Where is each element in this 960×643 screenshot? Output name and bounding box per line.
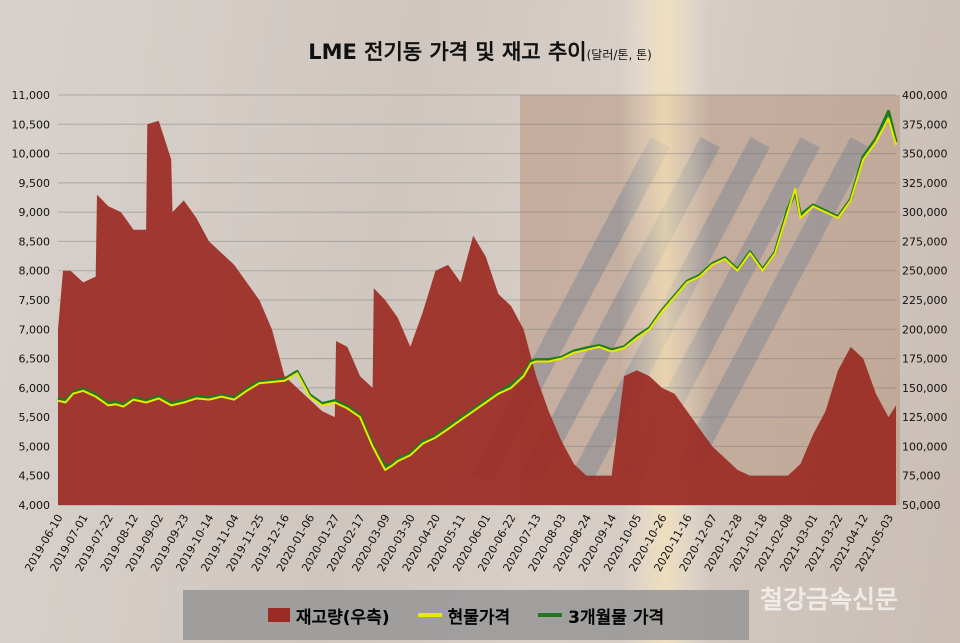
right-tick-label: 275,000 (902, 235, 948, 248)
right-tick-label: 150,000 (902, 382, 948, 395)
right-tick-label: 125,000 (902, 411, 948, 424)
right-tick-label: 75,000 (902, 470, 941, 483)
left-tick-label: 5,000 (19, 440, 51, 453)
left-tick-label: 7,500 (19, 294, 51, 307)
right-axis-ticks: 50,000 75,000 100,000 125,000 150,000 175,000… (902, 89, 948, 512)
legend-item-inventory: 재고량(우측) (267, 603, 390, 628)
left-tick-label: 6,000 (19, 382, 51, 395)
right-tick-label: 350,000 (902, 148, 948, 161)
left-tick-label: 7,000 (19, 323, 51, 336)
x-axis-ticks: 2019-06-102019-07-012019-07-222019-08-12… (22, 512, 896, 574)
right-tick-label: 50,000 (902, 499, 941, 512)
legend-swatch-spot (417, 613, 442, 617)
legend-swatch-3m (538, 613, 563, 617)
watermark: 철강금속신문 (760, 585, 899, 614)
price-lines (57, 109, 898, 471)
right-tick-label: 250,000 (902, 265, 948, 278)
inventory-area-path (58, 120, 896, 506)
right-tick-label: 225,000 (902, 294, 948, 307)
title-unit: (달러/톤, 톤) (586, 48, 652, 62)
left-axis-ticks: 4,000 4,500 5,000 5,500 6,000 6,500 7,000 7,500… (12, 89, 51, 512)
legend-item-3m: 3개월물 가격 (538, 603, 664, 628)
left-tick-label: 8,000 (19, 265, 51, 278)
right-tick-label: 100,000 (902, 440, 948, 453)
chart-title: LME 전기동 가격 및 재고 추이(달러/톤, 톤) (0, 36, 960, 66)
right-tick-label: 325,000 (902, 177, 948, 190)
spot-price-line (57, 117, 897, 471)
left-tick-label: 10,000 (12, 148, 51, 161)
legend-label-inventory: 재고량(우측) (295, 607, 390, 628)
title-text: LME 전기동 가격 및 재고 추이 (308, 40, 587, 64)
left-tick-label: 4,000 (19, 499, 51, 512)
left-tick-label: 9,500 (19, 177, 51, 190)
legend-label-spot: 현물가격 (447, 607, 511, 628)
right-tick-label: 375,000 (902, 118, 948, 131)
right-tick-label: 175,000 (902, 353, 948, 366)
right-tick-label: 400,000 (902, 89, 948, 102)
left-tick-label: 8,500 (19, 235, 51, 248)
legend-item-spot: 현물가격 (417, 603, 511, 628)
left-tick-label: 11,000 (12, 89, 51, 102)
left-tick-label: 9,000 (19, 206, 51, 219)
left-tick-label: 4,500 (19, 470, 51, 483)
inventory-area (58, 120, 896, 506)
right-tick-label: 200,000 (902, 323, 948, 336)
left-tick-label: 5,500 (19, 411, 51, 424)
legend-label-3m: 3개월물 가격 (568, 607, 665, 628)
left-tick-label: 6,500 (19, 353, 51, 366)
left-tick-label: 10,500 (12, 118, 51, 131)
right-tick-label: 300,000 (902, 206, 948, 219)
legend-swatch-inventory (267, 608, 290, 622)
legend: 재고량(우측) 현물가격 3개월물 가격 (183, 590, 749, 640)
